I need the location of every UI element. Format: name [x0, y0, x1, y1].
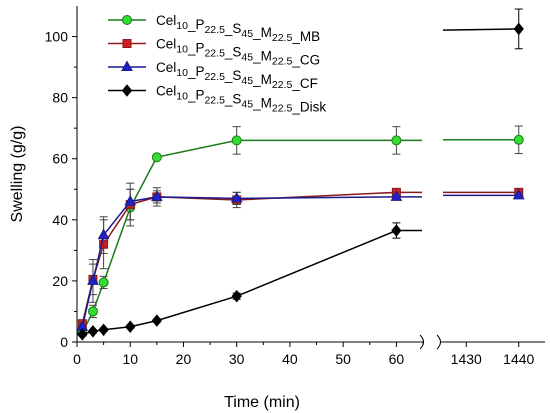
data-point [151, 314, 162, 327]
legend-marker [122, 39, 132, 48]
legend-entry: Cel10_P22.5_S45_M22.5_Disk [108, 84, 326, 115]
series-mb [77, 125, 524, 338]
y-tick-label: 0 [60, 334, 68, 350]
data-point [98, 323, 109, 337]
series-layer [76, 8, 525, 341]
legend-marker [121, 84, 133, 97]
legend-label: Cel10_P22.5_S45_M22.5_CG [156, 37, 320, 68]
legend-label: Cel10_P22.5_S45_M22.5_MB [156, 13, 320, 44]
x-axis-label: Time (min) [224, 394, 300, 411]
data-point [150, 190, 163, 201]
data-point [391, 135, 402, 146]
series-disk [77, 8, 524, 341]
data-point [231, 135, 242, 146]
series-cg [77, 187, 524, 329]
x-tick-label: 60 [389, 351, 405, 367]
data-point [87, 325, 99, 338]
data-point [87, 274, 99, 285]
data-point [87, 306, 98, 317]
data-point [391, 224, 402, 237]
legend-entry: Cel10_P22.5_S45_M22.5_CG [108, 37, 320, 68]
x-tick-label: 20 [176, 351, 192, 367]
y-tick-label: 20 [52, 273, 68, 289]
y-tick-label: 60 [52, 151, 68, 167]
data-point [124, 194, 137, 206]
legend-marker [122, 15, 132, 25]
legend-label: Cel10_P22.5_S45_M22.5_Disk [156, 84, 326, 115]
series-line [81, 139, 422, 334]
legend-entry: Cel10_P22.5_S45_M22.5_CF [108, 60, 318, 91]
legend-entry: Cel10_P22.5_S45_M22.5_MB [108, 13, 320, 44]
x-tick-label: 30 [229, 351, 245, 367]
series-line [82, 229, 422, 336]
data-point [98, 277, 109, 288]
x-tick-label: 40 [282, 351, 298, 367]
data-point [230, 191, 243, 203]
data-point [125, 320, 136, 334]
y-tick-label: 100 [45, 29, 69, 45]
x-tick-label: 50 [335, 351, 351, 367]
legend-marker [121, 60, 133, 71]
data-point [513, 22, 524, 36]
series-line [81, 191, 422, 324]
axis-break-mark-right [436, 334, 441, 350]
legend-label: Cel10_P22.5_S45_M22.5_CF [156, 60, 318, 91]
data-point [512, 188, 525, 200]
y-tick-label: 40 [52, 212, 68, 228]
data-point [231, 289, 242, 303]
x-tick-label: 10 [122, 351, 138, 367]
x-tick-label: 0 [73, 351, 81, 367]
x-tick-label: 1430 [451, 351, 482, 367]
data-point [151, 152, 162, 163]
data-point [77, 328, 88, 341]
series-line-after-break [442, 28, 519, 31]
data-point [390, 190, 403, 201]
data-point [97, 228, 110, 240]
y-axis-label: Swelling (g/g) [9, 126, 26, 223]
y-tick-label: 80 [52, 90, 68, 106]
x-tick-label: 1440 [503, 351, 534, 367]
legend: Cel10_P22.5_S45_M22.5_MBCel10_P22.5_S45_… [108, 13, 326, 115]
series-line [81, 196, 422, 327]
axes: 0 20 40 60 80 100 0 10 20 30 40 50 60 1430 1440 [45, 6, 545, 367]
series-cf [76, 182, 525, 331]
data-point [513, 134, 524, 145]
